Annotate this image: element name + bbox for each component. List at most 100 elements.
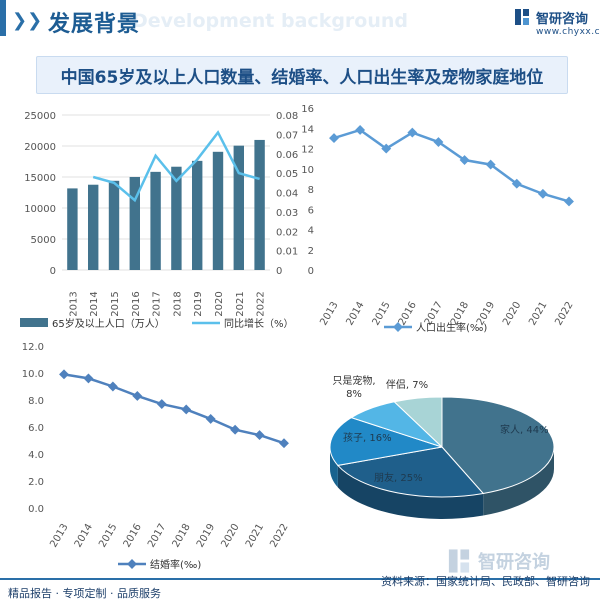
pie-slice bbox=[441, 396, 555, 495]
y-tick-label: 12.0 bbox=[22, 342, 44, 353]
pie-slice-side bbox=[337, 465, 484, 519]
y-tick-label: 6 bbox=[308, 205, 314, 216]
bar bbox=[192, 160, 203, 270]
legend-label-marriage: 结婚率(‰) bbox=[150, 558, 201, 571]
pie-label: 只是宠物, bbox=[332, 374, 375, 387]
legend-label-line: 同比增长（%） bbox=[224, 317, 294, 330]
x-tick-label: 2014 bbox=[73, 522, 95, 550]
bar bbox=[129, 176, 140, 270]
x-tick-label: 2016 bbox=[122, 522, 144, 550]
pie-slice-side bbox=[483, 447, 554, 516]
x-tick-label: 2014 bbox=[89, 291, 100, 316]
x-tick-label: 2017 bbox=[152, 291, 163, 316]
bar bbox=[67, 188, 78, 270]
birth-rate-point bbox=[485, 159, 496, 170]
y-tick-label: 2 bbox=[308, 246, 314, 257]
x-tick-label: 2021 bbox=[527, 300, 549, 328]
x-tick-label: 2022 bbox=[256, 291, 267, 316]
y2-tick-label: 0.04 bbox=[276, 189, 298, 200]
pie-label: 孩子, 16% bbox=[343, 431, 392, 444]
y2-tick-label: 0.01 bbox=[276, 247, 298, 258]
marriage-rate-point bbox=[83, 373, 94, 384]
legend-marker bbox=[127, 559, 137, 569]
x-tick-label: 2018 bbox=[172, 291, 183, 316]
y-tick-label: 10.0 bbox=[22, 369, 44, 380]
marriage-rate-point bbox=[205, 413, 216, 424]
x-tick-label: 2013 bbox=[318, 300, 340, 328]
marriage-rate-point bbox=[254, 430, 265, 441]
footer-divider bbox=[0, 578, 600, 580]
y-tick-label: 15000 bbox=[24, 173, 56, 184]
birth-rate-point bbox=[511, 178, 522, 189]
marriage-rate-point bbox=[230, 424, 241, 435]
pie-label: 朋友, 25% bbox=[374, 471, 423, 484]
y-tick-label: 4 bbox=[308, 226, 314, 237]
y2-tick-label: 0.07 bbox=[276, 130, 298, 141]
legend-label-bar: 65岁及以上人口（万人） bbox=[52, 317, 165, 330]
logo-url: www.chyxx.com bbox=[536, 27, 600, 37]
growth-line bbox=[92, 130, 260, 203]
x-tick-label: 2017 bbox=[146, 522, 168, 550]
y-tick-label: 16 bbox=[301, 104, 314, 115]
y2-tick-label: 0.05 bbox=[276, 169, 298, 180]
x-tick-label: 2019 bbox=[195, 522, 217, 550]
watermark-text: 智研咨询 bbox=[478, 552, 550, 573]
y-tick-label: 6.0 bbox=[28, 423, 44, 434]
y-tick-label: 14 bbox=[301, 124, 314, 135]
marriage-rate-point bbox=[107, 381, 118, 392]
x-tick-label: 2013 bbox=[48, 522, 70, 550]
footer-tagline: 精品报告 · 专项定制 · 品质服务 bbox=[8, 587, 161, 600]
birth-rate-point bbox=[381, 143, 392, 154]
pie-label: 8% bbox=[346, 389, 362, 400]
marriage-rate-line bbox=[63, 373, 285, 445]
x-tick-label: 2015 bbox=[371, 300, 393, 328]
pie-label: 家人, 44% bbox=[500, 423, 549, 436]
x-tick-label: 2014 bbox=[344, 300, 366, 328]
footer-source: 资料来源：国家统计局、民政部、智研咨询 bbox=[381, 575, 590, 588]
birth-rate-point bbox=[433, 137, 444, 147]
figure-title: 中国65岁及以上人口数量、结婚率、人口出生率及宠物家庭地位 bbox=[60, 67, 544, 88]
pie-slice bbox=[336, 446, 485, 498]
marriage-rate-point bbox=[59, 369, 69, 380]
bar bbox=[212, 151, 224, 270]
x-tick-label: 2020 bbox=[501, 300, 523, 328]
legend-label-birth: 人口出生率(‰) bbox=[416, 321, 487, 334]
x-tick-label: 2020 bbox=[214, 291, 225, 316]
legend-swatch-bar bbox=[20, 318, 48, 327]
bar bbox=[108, 180, 120, 270]
watermark-logo-icon bbox=[448, 549, 470, 573]
bar bbox=[171, 166, 182, 270]
y-tick-label: 8.0 bbox=[28, 396, 44, 407]
birth-rate-point bbox=[459, 155, 470, 165]
bar bbox=[150, 171, 161, 270]
y-tick-label: 20000 bbox=[24, 142, 56, 153]
x-tick-label: 2022 bbox=[553, 300, 575, 328]
bar bbox=[254, 139, 265, 270]
y-tick-label: 0.0 bbox=[28, 504, 44, 515]
logo-icon bbox=[515, 9, 529, 25]
birth-rate-point bbox=[537, 188, 548, 199]
x-tick-label: 2022 bbox=[268, 522, 290, 550]
y-tick-label: 5000 bbox=[31, 235, 56, 246]
pie-slice bbox=[393, 396, 443, 449]
y-tick-label: 25000 bbox=[24, 111, 56, 122]
marriage-rate-point bbox=[132, 391, 143, 401]
chevron-right-icon: ❯❯ bbox=[12, 10, 43, 31]
x-tick-label: 2013 bbox=[68, 291, 79, 316]
birth-rate-point bbox=[329, 133, 339, 144]
figure-title-box: 中国65岁及以上人口数量、结婚率、人口出生率及宠物家庭地位 bbox=[36, 56, 568, 94]
y2-tick-label: 0.02 bbox=[276, 227, 298, 238]
birth-rate-point bbox=[407, 127, 418, 138]
y-tick-label: 4.0 bbox=[28, 450, 44, 461]
x-tick-label: 2020 bbox=[219, 522, 241, 550]
header-title: 发展背景 bbox=[48, 12, 141, 37]
x-tick-label: 2019 bbox=[193, 291, 204, 316]
y2-tick-label: 0.06 bbox=[276, 150, 298, 161]
birth-rate-line bbox=[333, 128, 570, 203]
header-subtitle: Development background bbox=[132, 10, 409, 32]
y2-tick-label: 0.08 bbox=[276, 111, 298, 122]
pie-slice bbox=[329, 417, 443, 466]
legend-marker bbox=[393, 322, 403, 332]
x-tick-label: 2021 bbox=[235, 291, 246, 316]
x-tick-label: 2015 bbox=[110, 291, 121, 316]
